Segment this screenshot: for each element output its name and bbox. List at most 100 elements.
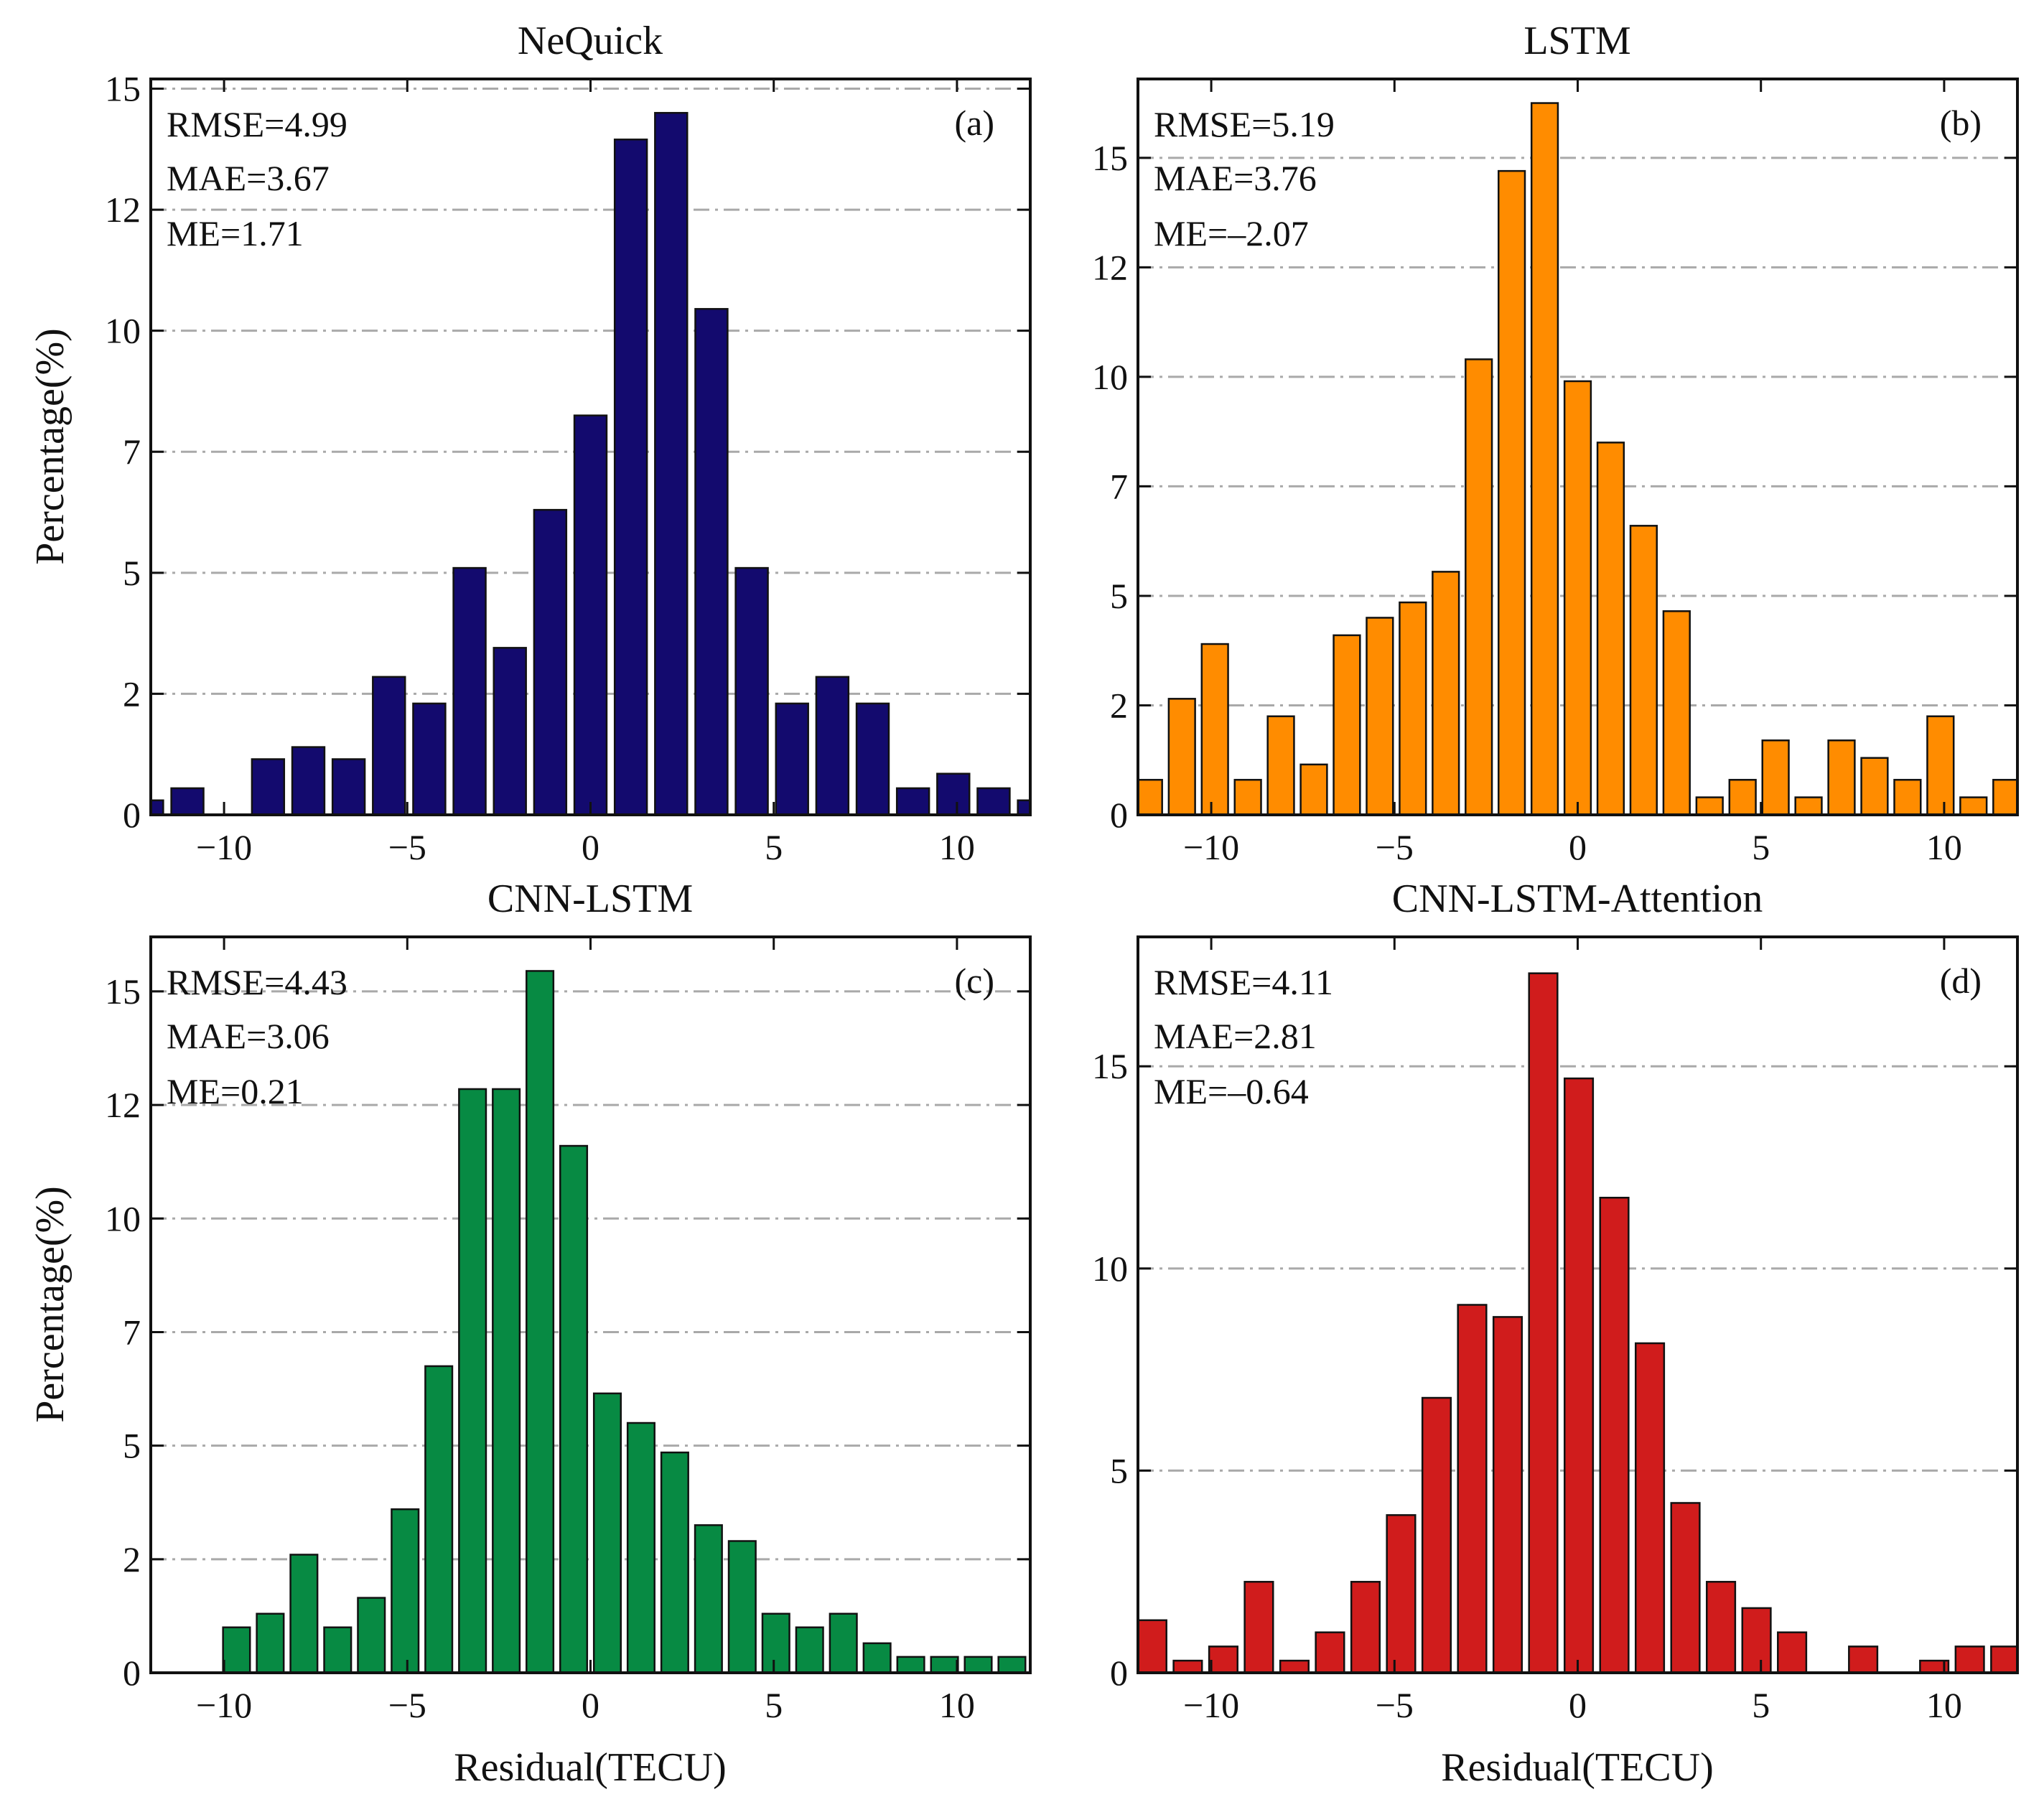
me-label: ME=–2.07 (1154, 213, 1309, 253)
y-tick-label: 7 (123, 1312, 141, 1352)
bar (1728, 778, 1757, 816)
x-tick-label: −5 (1376, 1685, 1414, 1725)
x-tick-label: −5 (388, 827, 426, 867)
bar (1761, 739, 1790, 816)
x-tick-label: 0 (582, 827, 599, 867)
bar (372, 676, 406, 816)
bar (997, 1656, 1027, 1674)
panel-ticks: 0 2 5 7 10 12 15 −10 −5 0 5 10 (105, 937, 1030, 1725)
x-axis-label: Residual(TECU) (454, 1745, 726, 1790)
bar (626, 1421, 655, 1674)
bar (976, 787, 1011, 816)
panel-lstm: 0 2 5 7 10 12 15 −10 −5 0 5 10 LSTM RMSE=5.19 MAE=3… (1092, 19, 2019, 867)
bar (613, 139, 648, 816)
x-tick-label: −10 (1183, 827, 1239, 867)
y-tick-label: 5 (1110, 1450, 1128, 1490)
panel-bars (222, 970, 1027, 1674)
rmse-label: RMSE=4.11 (1154, 962, 1333, 1002)
bar (654, 111, 689, 816)
x-axis-label: Residual(TECU) (1441, 1745, 1713, 1790)
panel-grid (1138, 1065, 2017, 1472)
bar (1172, 1659, 1203, 1674)
bar (1741, 1607, 1772, 1674)
bar (1563, 380, 1592, 816)
bar (1528, 972, 1559, 1674)
bar (727, 1540, 757, 1674)
bar (1848, 1645, 1879, 1674)
bar (1954, 1645, 1985, 1674)
bar (862, 1642, 892, 1674)
panel-bars (149, 111, 1032, 816)
me-label: ME=–0.64 (1154, 1071, 1309, 1111)
panel-cnn-lstm-attention: 0 5 10 15 −10 −5 0 5 10 CNN-LSTM-Attention RMSE=… (1092, 877, 2019, 1790)
y-tick-label: 15 (1092, 138, 1128, 178)
rmse-label: RMSE=4.43 (167, 962, 347, 1002)
bar (222, 1626, 251, 1674)
y-tick-label: 5 (1110, 576, 1128, 616)
x-tick-label: 0 (1569, 1685, 1587, 1725)
panel-ticks: 0 5 10 15 −10 −5 0 5 10 (1092, 937, 2017, 1725)
bar (1827, 739, 1856, 816)
bar (1629, 525, 1658, 816)
panel-bars (1137, 102, 2019, 816)
bar (592, 1392, 622, 1674)
bar (694, 308, 729, 816)
bar (761, 1612, 790, 1674)
y-tick-label: 12 (1092, 247, 1128, 287)
x-tick-label: 5 (1752, 1685, 1770, 1725)
bar (660, 1451, 689, 1674)
x-tick-label: 10 (1926, 827, 1962, 867)
x-tick-label: 0 (582, 1685, 599, 1725)
bar (1492, 1316, 1523, 1674)
bar (573, 414, 608, 816)
bar (895, 787, 930, 816)
y-tick-label: 7 (1110, 466, 1128, 506)
bar (1777, 1631, 1808, 1674)
panel-ticks: 0 2 5 7 10 12 15 −10 −5 0 5 10 (105, 68, 1030, 867)
rmse-label: RMSE=5.19 (1154, 104, 1335, 144)
bar (1530, 102, 1559, 816)
bar (1137, 1619, 1167, 1674)
bar (1695, 796, 1724, 816)
y-tick-label: 10 (1092, 1248, 1128, 1289)
bar (412, 702, 447, 816)
bar (149, 799, 164, 816)
bar (1563, 1077, 1595, 1674)
bar (815, 676, 850, 816)
bar (855, 702, 890, 816)
y-tick-label: 10 (105, 1198, 141, 1238)
panel-title: LSTM (1523, 19, 1630, 63)
bar (936, 772, 971, 816)
x-tick-label: −5 (388, 1685, 426, 1725)
bar (1860, 757, 1889, 816)
bar (1990, 1645, 2019, 1674)
panel-bars (1137, 972, 2019, 1674)
bar (1893, 778, 1922, 816)
y-tick-label: 15 (105, 68, 141, 108)
bar (1366, 617, 1394, 816)
x-tick-label: 10 (1926, 1685, 1962, 1725)
bar (291, 746, 326, 816)
bar (1279, 1659, 1310, 1674)
bar (458, 1088, 487, 1674)
bar (1421, 1396, 1452, 1674)
bar (1498, 169, 1526, 816)
bar (391, 1508, 420, 1674)
panel-tag: (b) (1940, 103, 1982, 143)
mae-label: MAE=3.76 (1154, 158, 1317, 198)
panel-grid (151, 990, 1030, 1561)
mae-label: MAE=2.81 (1154, 1016, 1317, 1056)
y-tick-label: 0 (123, 795, 141, 835)
bar (1959, 796, 1988, 816)
bar (1432, 571, 1460, 816)
bar (1670, 1502, 1701, 1674)
me-label: ME=0.21 (167, 1071, 304, 1111)
bar (896, 1656, 925, 1674)
bar (1315, 1631, 1345, 1674)
bar (930, 1656, 959, 1674)
panel-grid (1138, 157, 2017, 706)
bar (963, 1656, 993, 1674)
bar (289, 1554, 319, 1674)
y-tick-label: 12 (105, 190, 141, 230)
